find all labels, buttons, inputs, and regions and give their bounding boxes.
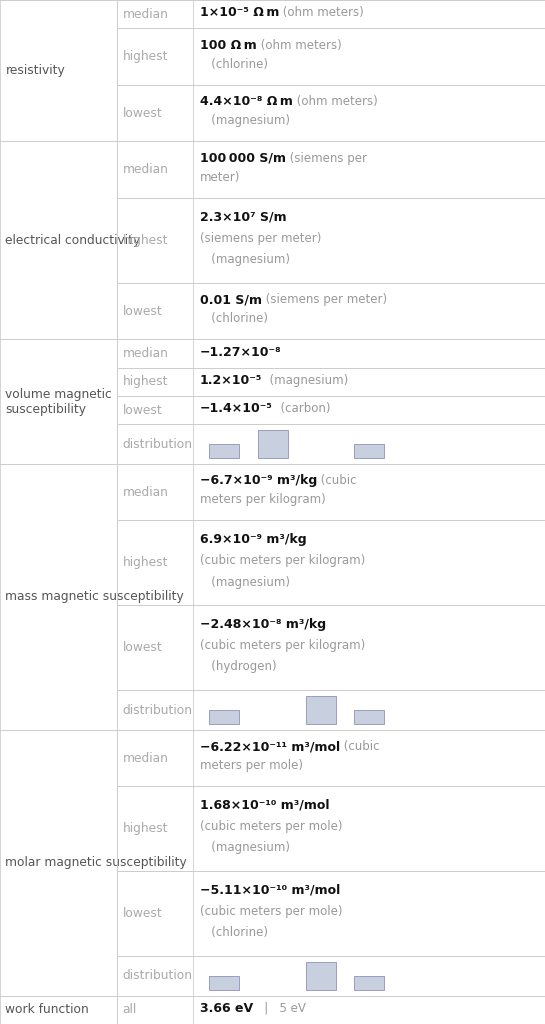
Text: resistivity: resistivity xyxy=(5,65,65,77)
Bar xyxy=(306,962,336,990)
Text: median: median xyxy=(123,7,168,20)
Bar xyxy=(354,710,384,724)
Text: (carbon): (carbon) xyxy=(273,402,330,416)
Text: 3.66 eV: 3.66 eV xyxy=(200,1001,253,1015)
Text: −1.4×10⁻⁵: −1.4×10⁻⁵ xyxy=(200,402,273,416)
Text: −6.7×10⁻⁹ m³/kg: −6.7×10⁻⁹ m³/kg xyxy=(200,474,317,487)
Text: (ohm meters): (ohm meters) xyxy=(293,95,378,109)
Text: |   5 eV: | 5 eV xyxy=(253,1001,306,1015)
Bar xyxy=(354,976,384,990)
Text: (chlorine): (chlorine) xyxy=(200,312,268,326)
Text: 100 Ω m: 100 Ω m xyxy=(200,39,257,52)
Text: (chlorine): (chlorine) xyxy=(200,57,268,71)
Text: mass magnetic susceptibility: mass magnetic susceptibility xyxy=(5,591,184,603)
Text: highest: highest xyxy=(123,50,168,63)
Text: −6.22×10⁻¹¹ m³/mol: −6.22×10⁻¹¹ m³/mol xyxy=(200,740,340,754)
Text: 2.3×10⁷ S/m: 2.3×10⁷ S/m xyxy=(200,211,287,223)
Text: −1.27×10⁻⁸: −1.27×10⁻⁸ xyxy=(200,346,282,358)
Text: work function: work function xyxy=(5,1004,89,1017)
Text: meter): meter) xyxy=(200,171,240,183)
Text: distribution: distribution xyxy=(123,703,192,717)
Text: electrical conductivity: electrical conductivity xyxy=(5,233,141,247)
Text: volume magnetic
susceptibility: volume magnetic susceptibility xyxy=(5,388,112,416)
Bar xyxy=(258,430,288,459)
Text: 1×10⁻⁵ Ω m: 1×10⁻⁵ Ω m xyxy=(200,6,280,19)
Text: 4.4×10⁻⁸ Ω m: 4.4×10⁻⁸ Ω m xyxy=(200,95,293,109)
Text: meters per mole): meters per mole) xyxy=(200,759,303,772)
Bar xyxy=(306,695,336,724)
Text: (siemens per: (siemens per xyxy=(286,152,367,165)
Bar xyxy=(209,976,239,990)
Text: median: median xyxy=(123,347,168,360)
Text: (cubic meters per kilogram): (cubic meters per kilogram) xyxy=(200,554,365,567)
Text: lowest: lowest xyxy=(123,907,162,921)
Bar xyxy=(209,444,239,459)
Text: (magnesium): (magnesium) xyxy=(262,374,349,387)
Text: median: median xyxy=(123,752,168,765)
Text: lowest: lowest xyxy=(123,641,162,654)
Text: (magnesium): (magnesium) xyxy=(200,575,290,589)
Text: −5.11×10⁻¹⁰ m³/mol: −5.11×10⁻¹⁰ m³/mol xyxy=(200,884,340,897)
Text: lowest: lowest xyxy=(123,305,162,317)
Text: (chlorine): (chlorine) xyxy=(200,927,268,939)
Text: 6.9×10⁻⁹ m³/kg: 6.9×10⁻⁹ m³/kg xyxy=(200,534,307,546)
Text: (siemens per meter): (siemens per meter) xyxy=(200,231,322,245)
Text: lowest: lowest xyxy=(123,106,162,120)
Text: 1.68×10⁻¹⁰ m³/mol: 1.68×10⁻¹⁰ m³/mol xyxy=(200,799,330,812)
Text: (ohm meters): (ohm meters) xyxy=(257,39,342,52)
Text: (hydrogen): (hydrogen) xyxy=(200,660,277,674)
Text: (siemens per meter): (siemens per meter) xyxy=(262,293,387,306)
Text: (ohm meters): (ohm meters) xyxy=(280,6,364,19)
Text: distribution: distribution xyxy=(123,437,192,451)
Text: median: median xyxy=(123,485,168,499)
Text: (magnesium): (magnesium) xyxy=(200,115,290,127)
Text: 100 000 S/m: 100 000 S/m xyxy=(200,152,286,165)
Text: (cubic meters per mole): (cubic meters per mole) xyxy=(200,820,342,834)
Text: 1.2×10⁻⁵: 1.2×10⁻⁵ xyxy=(200,374,262,387)
Text: (magnesium): (magnesium) xyxy=(200,842,290,854)
Text: (cubic meters per mole): (cubic meters per mole) xyxy=(200,905,342,919)
Text: highest: highest xyxy=(123,376,168,388)
Text: highest: highest xyxy=(123,233,168,247)
Text: lowest: lowest xyxy=(123,403,162,417)
Text: meters per kilogram): meters per kilogram) xyxy=(200,494,326,506)
Bar xyxy=(354,444,384,459)
Text: (cubic meters per kilogram): (cubic meters per kilogram) xyxy=(200,639,365,652)
Text: all: all xyxy=(123,1004,137,1017)
Text: molar magnetic susceptibility: molar magnetic susceptibility xyxy=(5,856,187,869)
Text: median: median xyxy=(123,163,168,176)
Text: 0.01 S/m: 0.01 S/m xyxy=(200,293,262,306)
Text: distribution: distribution xyxy=(123,970,192,982)
Bar xyxy=(209,710,239,724)
Text: (cubic: (cubic xyxy=(317,474,357,487)
Text: (magnesium): (magnesium) xyxy=(200,253,290,266)
Text: (cubic: (cubic xyxy=(340,740,380,754)
Text: −2.48×10⁻⁸ m³/kg: −2.48×10⁻⁸ m³/kg xyxy=(200,617,326,631)
Text: highest: highest xyxy=(123,556,168,569)
Text: highest: highest xyxy=(123,822,168,836)
